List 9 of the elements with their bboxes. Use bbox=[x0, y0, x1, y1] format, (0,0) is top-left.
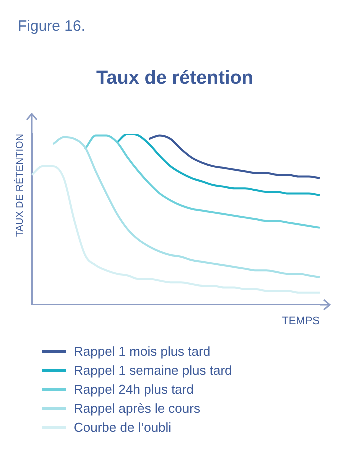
legend-label: Rappel 1 mois plus tard bbox=[74, 344, 211, 359]
legend-label: Rappel après le cours bbox=[74, 401, 200, 416]
chart-title: Taux de rétention bbox=[96, 68, 254, 90]
caption: Figure 16. bbox=[18, 18, 86, 35]
legend-label: Courbe de l’oubli bbox=[74, 420, 172, 435]
legend-label: Rappel 24h plus tard bbox=[74, 382, 194, 397]
y-axis-title: TAUX DE RÉTENTION bbox=[14, 134, 26, 238]
legend-label: Rappel 1 semaine plus tard bbox=[74, 363, 232, 378]
x-axis-title: TEMPS bbox=[282, 315, 320, 328]
